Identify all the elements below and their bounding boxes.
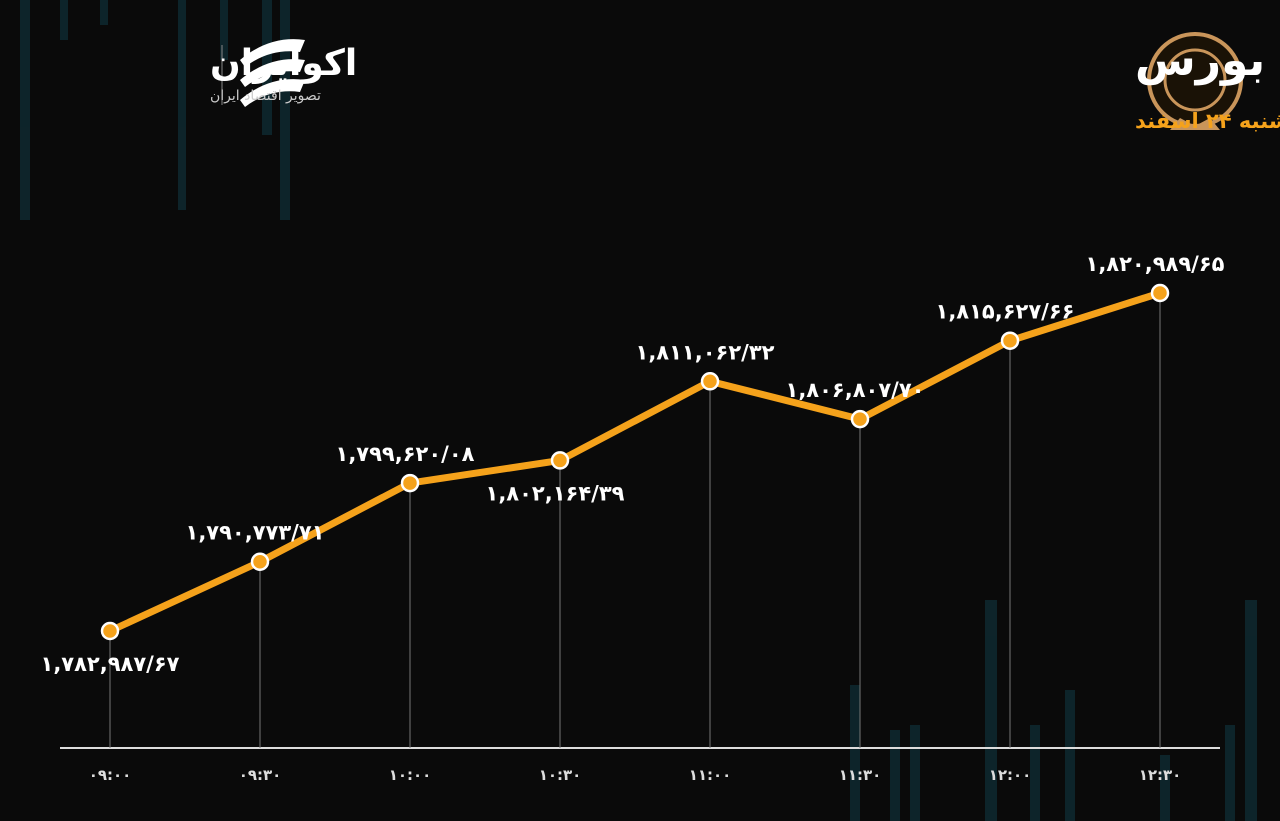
data-label: ۱,۷۹۹,۶۲۰/۰۸ [336,442,475,466]
data-label: ۱,۸۰۲,۱۶۴/۳۹ [486,481,625,505]
data-label: ۱,۷۸۲,۹۸۷/۶۷ [41,652,180,676]
data-label: ۱,۸۱۱,۰۶۲/۳۲ [636,340,775,364]
chart-title: روند شاخص کل بورس [1135,35,1280,86]
point [400,473,420,493]
point [100,621,120,641]
x-tick-label: ۱۰:۰۰ [389,766,432,784]
x-tick-label: ۰۹:۰۰ [89,766,132,784]
logo [221,39,305,107]
data-label: ۱,۸۱۵,۶۲۷/۶۶ [936,300,1075,324]
line [108,289,1162,635]
x-tick-label: ۱۲:۳۰ [1139,766,1182,784]
point [850,409,870,429]
data-label: ۱,۸۲۰,۹۸۹/۶۵ [1086,252,1225,276]
decor [20,0,1257,821]
x-tick-label: ۰۹:۳۰ [239,766,282,784]
brand-name: اکوایران [210,43,357,84]
point [550,451,570,470]
emblem [1147,32,1243,130]
data-label: ۱,۸۰۶,۸۰۷/۷۰ [786,378,925,402]
x-tick-label: ۱۱:۰۰ [689,766,732,784]
chart-subtitle: چهارشنبه ۲۴ اسفند [1135,109,1280,133]
x-tick-label: ۱۲:۰۰ [989,766,1032,784]
x-tick-label: ۱۱:۳۰ [839,766,882,784]
x-tick-label: ۱۰:۳۰ [539,766,582,784]
data-label: ۱,۷۹۰,۷۷۳/۷۱ [186,521,325,545]
point [250,552,270,571]
brand-tagline: تصویر اقتصاد ایران [210,88,321,104]
point [1000,331,1020,350]
point [1150,283,1170,303]
point [700,372,720,391]
